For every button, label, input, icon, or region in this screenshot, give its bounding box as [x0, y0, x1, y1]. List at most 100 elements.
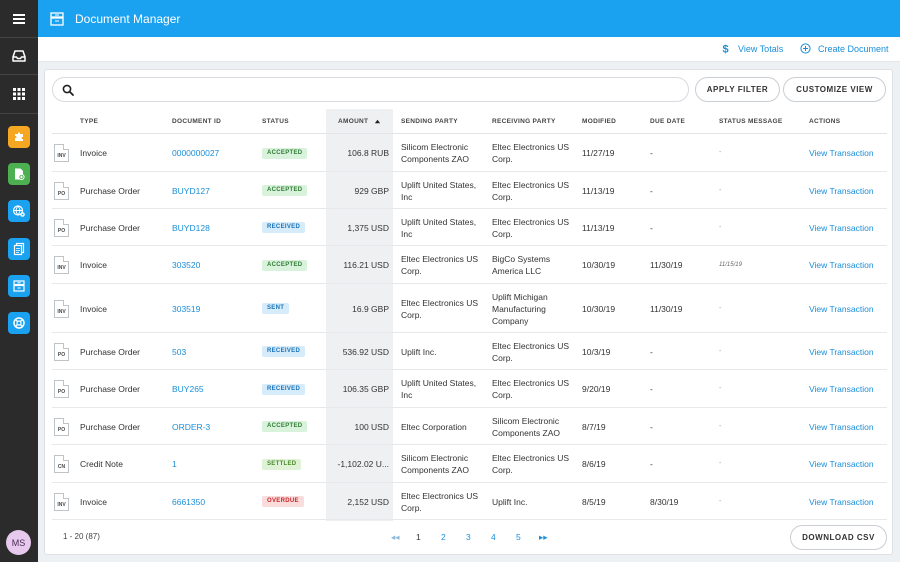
lifebuoy-icon[interactable]: [8, 312, 30, 334]
cell-sending-party: Silicom Electronic Components ZAO: [401, 445, 487, 483]
view-transaction-link-text: View Transaction: [809, 421, 874, 432]
table-row[interactable]: INV Invoice 0000000027 ACCEPTED 106.8 RUB Sil…: [52, 134, 887, 172]
cell-document-id[interactable]: 303520: [172, 246, 257, 284]
page-2-link[interactable]: 2: [441, 532, 446, 542]
view-totals-label: View Totals: [738, 43, 784, 54]
column-header-amount[interactable]: AMOUNT: [338, 109, 381, 134]
page-3-link[interactable]: 3: [466, 532, 471, 542]
puzzle-icon[interactable]: [8, 126, 30, 148]
table-row[interactable]: CN Credit Note 1 SETTLED -1,102.02 U... Silic…: [52, 445, 887, 483]
cell-sending-party-text: Uplift Inc.: [401, 346, 437, 357]
customize-view-button[interactable]: CUSTOMIZE VIEW: [783, 77, 886, 102]
cell-due-date-text: -: [650, 148, 653, 158]
cell-amount: 106.8 RUB: [326, 134, 389, 172]
create-document-link[interactable]: Create Document: [800, 43, 889, 54]
view-transaction-link[interactable]: View Transaction: [809, 134, 887, 172]
cell-status-message-text: -: [719, 460, 722, 467]
cell-document-id[interactable]: 6661350: [172, 483, 257, 520]
table-row[interactable]: PO Purchase Order BUY265 RECEIVED 106.35 GBP…: [52, 370, 887, 408]
cell-type-text: Invoice: [80, 148, 107, 158]
cell-due-date: -: [650, 134, 710, 172]
dollar-icon: $: [722, 44, 728, 54]
cell-due-date-text: -: [650, 459, 653, 469]
cell-due-date-text: -: [650, 384, 653, 394]
cell-receiving-party-text: Eltec Electronics US Corp.: [492, 216, 569, 239]
table-row[interactable]: INV Invoice 303519 SENT 16.9 GBP Eltec Electr…: [52, 284, 887, 333]
view-transaction-link[interactable]: View Transaction: [809, 172, 887, 209]
page-4-link[interactable]: 4: [491, 532, 496, 542]
download-csv-button[interactable]: DOWNLOAD CSV: [790, 525, 887, 550]
column-header-modified[interactable]: MODIFIED: [582, 118, 617, 125]
cell-type-text: Invoice: [80, 260, 107, 270]
view-totals-link[interactable]: $ View Totals: [720, 43, 784, 55]
view-transaction-link-text: View Transaction: [809, 346, 874, 357]
cell-document-id[interactable]: ORDER-3: [172, 408, 257, 445]
page-1-link[interactable]: 1: [416, 532, 421, 542]
view-transaction-link[interactable]: View Transaction: [809, 333, 887, 370]
cell-document-id-text: ORDER-3: [172, 421, 211, 432]
left-rail: MS: [0, 0, 38, 562]
cell-amount-text: -1,102.02 U...: [337, 459, 389, 469]
cell-document-id[interactable]: 303519: [172, 284, 257, 333]
globe-gear-icon[interactable]: [8, 200, 30, 222]
archive-box-icon[interactable]: [8, 275, 30, 297]
grid-apps-icon[interactable]: [8, 83, 30, 105]
column-header-due-date[interactable]: DUE DATE: [650, 118, 686, 125]
cell-amount-text: 100 USD: [354, 421, 390, 432]
cell-amount: 536.92 USD: [326, 333, 389, 370]
cell-status-message-text: -: [719, 422, 722, 430]
column-header-sending-party[interactable]: SENDING PARTY: [401, 118, 458, 125]
cell-due-date-text: -: [650, 222, 653, 233]
avatar[interactable]: MS: [6, 530, 31, 555]
column-header-status-message[interactable]: STATUS MESSAGE: [719, 118, 783, 125]
documents-icon[interactable]: [8, 238, 30, 260]
view-transaction-link[interactable]: View Transaction: [809, 445, 887, 483]
column-header-status[interactable]: STATUS: [262, 118, 289, 125]
cell-type: Purchase Order: [80, 333, 168, 370]
table-row[interactable]: PO Purchase Order ORDER-3 ACCEPTED 100 USD El…: [52, 408, 887, 445]
apply-filter-button[interactable]: APPLY FILTER: [695, 77, 780, 102]
cell-document-id[interactable]: BUYD128: [172, 209, 257, 246]
search-input[interactable]: [83, 81, 678, 99]
status-badge: RECEIVED: [262, 222, 306, 233]
first-page-icon[interactable]: ◂◂: [391, 532, 400, 542]
cell-due-date: 8/30/19: [650, 483, 710, 520]
cell-receiving-party-text: Eltec Electronics US Corp.: [492, 378, 569, 400]
view-transaction-link[interactable]: View Transaction: [809, 209, 887, 246]
cell-document-id[interactable]: BUY265: [172, 370, 257, 408]
table-row[interactable]: PO Purchase Order BUYD128 RECEIVED 1,375 USD…: [52, 209, 887, 246]
view-transaction-link-text: View Transaction: [809, 496, 874, 507]
cell-document-id[interactable]: 1: [172, 445, 257, 483]
view-transaction-link[interactable]: View Transaction: [809, 284, 887, 333]
cell-type: Purchase Order: [80, 209, 168, 246]
table-row[interactable]: PO Purchase Order BUYD127 ACCEPTED 929 GBP Up…: [52, 172, 887, 209]
view-transaction-link[interactable]: View Transaction: [809, 408, 887, 445]
hamburger-menu-icon[interactable]: [0, 0, 38, 37]
cell-status: ACCEPTED: [262, 134, 322, 172]
document-type-icon: PO: [54, 417, 69, 436]
cell-status: OVERDUE: [262, 483, 322, 520]
column-header-document-id[interactable]: DOCUMENT ID: [172, 118, 222, 125]
document-add-icon[interactable]: [8, 163, 30, 185]
column-header-receiving-party[interactable]: RECEIVING PARTY: [492, 118, 556, 125]
table-row[interactable]: PO Purchase Order 503 RECEIVED 536.92 USD Upl…: [52, 333, 887, 370]
cell-document-id[interactable]: 0000000027: [172, 134, 257, 172]
status-badge: ACCEPTED: [262, 421, 308, 432]
last-page-icon[interactable]: ▸▸: [539, 532, 548, 542]
cell-modified: 11/13/19: [582, 172, 642, 209]
cell-document-id[interactable]: BUYD127: [172, 172, 257, 209]
page-5-link[interactable]: 5: [516, 532, 521, 542]
table-row[interactable]: INV Invoice 6661350 OVERDUE 2,152 USD Eltec E…: [52, 483, 887, 520]
view-transaction-link[interactable]: View Transaction: [809, 246, 887, 284]
search-box[interactable]: [52, 77, 689, 102]
cell-document-id[interactable]: 503: [172, 333, 257, 370]
table-row[interactable]: INV Invoice 303520 ACCEPTED 116.21 USD Eltec …: [52, 246, 887, 284]
cell-receiving-party: Uplift Inc.: [492, 483, 578, 520]
cell-sending-party: Eltec Corporation: [401, 408, 487, 445]
column-header-type[interactable]: TYPE: [80, 118, 99, 125]
view-transaction-link[interactable]: View Transaction: [809, 483, 887, 520]
cell-amount-text: 106.35 GBP: [342, 384, 389, 394]
inbox-tray-icon[interactable]: [8, 45, 30, 67]
cell-type-text: Purchase Order: [80, 222, 140, 233]
view-transaction-link[interactable]: View Transaction: [809, 370, 887, 408]
